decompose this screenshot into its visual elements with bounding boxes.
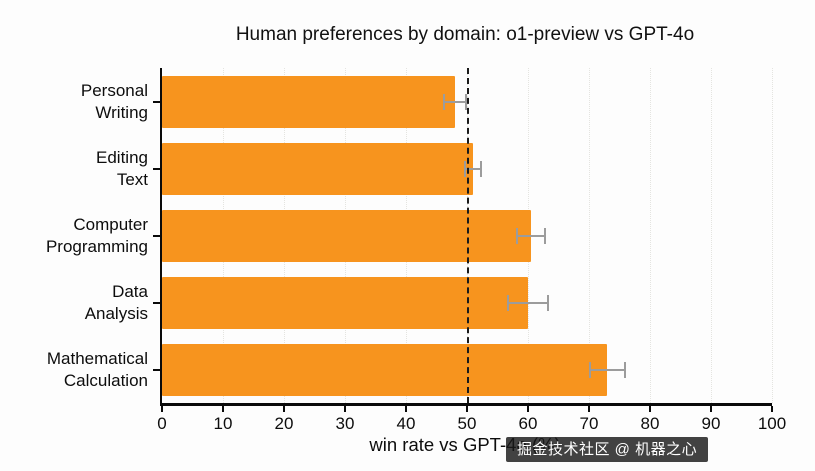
x-tick-mark xyxy=(649,406,651,412)
x-tick-mark xyxy=(344,406,346,412)
gridline xyxy=(711,68,712,403)
x-tick-label: 70 xyxy=(579,414,599,433)
x-tick-mark xyxy=(466,406,468,412)
y-tick-mark xyxy=(153,301,160,304)
x-tick-mark xyxy=(527,406,529,412)
y-tick-mark xyxy=(153,368,160,371)
error-cap-right xyxy=(623,361,626,378)
x-tick-label: 0 xyxy=(157,414,167,433)
error-cap-left xyxy=(589,361,591,378)
error-bar-3 xyxy=(506,294,550,311)
x-tick-label: 60 xyxy=(518,414,538,433)
y-tick-mark xyxy=(153,234,160,237)
error-cap-right xyxy=(547,294,550,311)
gridline xyxy=(650,68,651,403)
x-tick-mark xyxy=(771,406,773,412)
x-tick-label: 10 xyxy=(213,414,233,433)
y-tick-mark xyxy=(153,100,160,103)
bar-1 xyxy=(162,142,474,195)
chart-title: Human preferences by domain: o1-preview … xyxy=(235,24,695,45)
error-cap-left xyxy=(463,160,466,177)
error-cap-right xyxy=(544,227,547,244)
x-tick-mark xyxy=(283,406,285,412)
error-cap-left xyxy=(442,93,445,110)
bar-3 xyxy=(162,276,528,329)
bar-0 xyxy=(162,75,455,128)
y-tick-label: Personal Writing xyxy=(80,80,148,122)
error-cap-right xyxy=(480,160,483,177)
plot-area: 0 10 20 30 40 50 60 70 80 90 100 xyxy=(153,68,786,433)
bar-2 xyxy=(162,209,532,262)
error-bar-0 xyxy=(442,93,467,110)
x-tick-label: 40 xyxy=(396,414,416,433)
error-cap-left xyxy=(506,294,509,311)
gridline xyxy=(772,68,773,403)
x-tick-label: 30 xyxy=(335,414,355,433)
x-tick-mark xyxy=(405,406,407,412)
x-tick-label: 50 xyxy=(457,414,477,433)
y-tick-mark xyxy=(153,167,160,170)
y-tick-label: Editing Text xyxy=(96,147,148,189)
y-tick-label: Data Analysis xyxy=(84,281,148,323)
error-cap-left xyxy=(515,227,518,244)
x-tick-label: 20 xyxy=(274,414,294,433)
gridline xyxy=(589,68,590,403)
x-tick-label: 100 xyxy=(757,414,787,433)
x-tick-label: 90 xyxy=(701,414,721,433)
x-tick-mark xyxy=(161,406,163,412)
y-tick-label: Computer Programming xyxy=(45,214,148,256)
error-bar-2 xyxy=(515,227,547,244)
x-tick-mark xyxy=(588,406,590,412)
x-tick-mark xyxy=(710,406,712,412)
error-bar-1 xyxy=(463,160,483,177)
error-bar-4 xyxy=(589,361,626,378)
reference-line-50 xyxy=(467,68,469,403)
x-tick-mark xyxy=(222,406,224,412)
watermark: 掘金技术社区 @ 机器之心 xyxy=(506,437,709,462)
error-cap-right xyxy=(464,93,467,110)
x-tick-label: 80 xyxy=(640,414,660,433)
bar-4 xyxy=(162,343,608,396)
y-tick-label: Mathematical Calculation xyxy=(46,348,148,390)
